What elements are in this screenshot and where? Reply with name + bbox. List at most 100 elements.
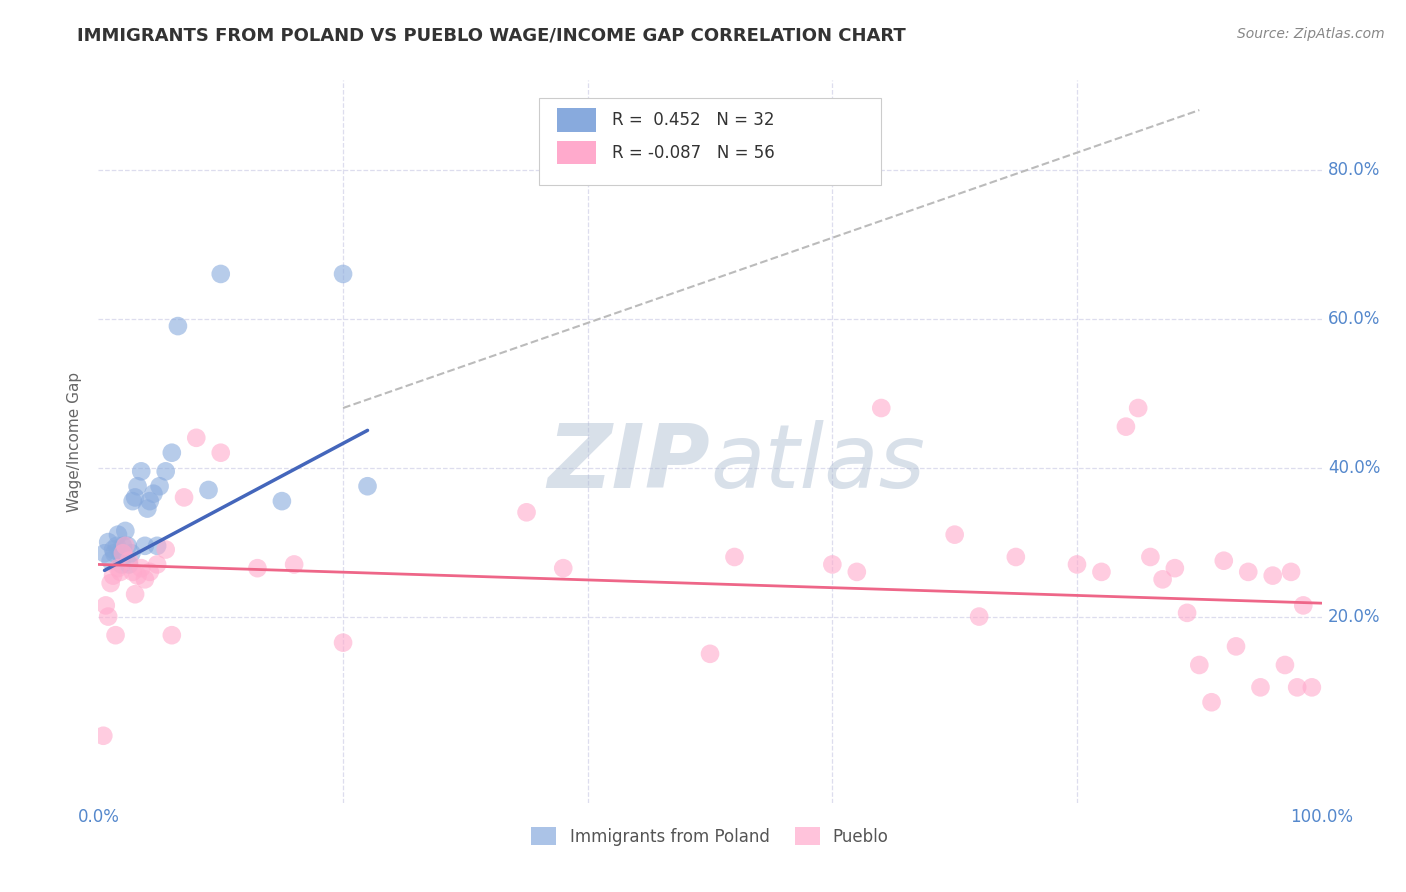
Point [553, 561, 575, 575]
Legend: Immigrants from Poland, Pueblo: Immigrants from Poland, Pueblo [524, 821, 896, 852]
Point [114, 539, 136, 553]
Point [117, 539, 139, 553]
Point [142, 486, 165, 500]
Point [139, 494, 162, 508]
Point [1066, 558, 1088, 572]
Point [209, 446, 232, 460]
Point [1292, 599, 1315, 613]
Point [515, 505, 537, 519]
Point [1286, 681, 1309, 695]
Point [97, 609, 120, 624]
Point [1139, 549, 1161, 564]
Point [118, 554, 141, 568]
Point [160, 628, 183, 642]
Point [146, 558, 169, 572]
Point [139, 565, 162, 579]
Point [1115, 419, 1137, 434]
Y-axis label: Wage/Income Gap: Wage/Income Gap [67, 371, 83, 512]
Point [1249, 681, 1271, 695]
Point [1090, 565, 1112, 579]
Point [1175, 606, 1198, 620]
Point [136, 501, 159, 516]
Point [101, 568, 124, 582]
Point [105, 539, 128, 553]
Text: Source: ZipAtlas.com: Source: ZipAtlas.com [1237, 27, 1385, 41]
Text: atlas: atlas [710, 420, 925, 507]
Bar [557, 109, 596, 132]
FancyBboxPatch shape [538, 98, 882, 185]
Point [967, 609, 990, 624]
Point [1188, 658, 1211, 673]
Point [111, 558, 134, 572]
Point [356, 479, 378, 493]
Point [101, 542, 124, 557]
Point [124, 491, 146, 505]
Point [173, 491, 195, 505]
Point [155, 542, 177, 557]
Point [120, 546, 142, 560]
Point [943, 527, 966, 541]
Point [121, 565, 143, 579]
Point [127, 479, 149, 493]
Point [1212, 554, 1234, 568]
Point [111, 539, 134, 553]
Point [110, 565, 132, 579]
Point [283, 558, 305, 572]
Point [1201, 695, 1223, 709]
Text: IMMIGRANTS FROM POLAND VS PUEBLO WAGE/INCOME GAP CORRELATION CHART: IMMIGRANTS FROM POLAND VS PUEBLO WAGE/IN… [77, 27, 905, 45]
Point [845, 565, 868, 579]
Point [146, 539, 169, 553]
Point [91, 729, 114, 743]
Point [1128, 401, 1150, 415]
Point [107, 527, 129, 541]
Point [94, 599, 117, 613]
Point [124, 587, 146, 601]
Point [114, 524, 136, 538]
Point [246, 561, 269, 575]
Text: R =  0.452   N = 32: R = 0.452 N = 32 [612, 111, 775, 129]
Point [1164, 561, 1187, 575]
Point [1279, 565, 1302, 579]
Point [1261, 568, 1284, 582]
Point [127, 568, 149, 582]
Point [134, 572, 156, 586]
Text: R = -0.087   N = 56: R = -0.087 N = 56 [612, 144, 775, 161]
Point [1301, 681, 1323, 695]
Point [1237, 565, 1260, 579]
Point [118, 558, 141, 572]
Point [107, 561, 129, 575]
Point [332, 635, 354, 649]
Point [93, 546, 115, 560]
Point [1225, 640, 1247, 654]
Point [186, 431, 208, 445]
Point [1274, 658, 1296, 673]
Point [100, 576, 122, 591]
Point [1004, 549, 1026, 564]
Point [134, 539, 156, 553]
Point [270, 494, 294, 508]
Point [870, 401, 893, 415]
Text: ZIP: ZIP [547, 420, 710, 507]
Point [111, 546, 134, 560]
Point [821, 558, 844, 572]
Point [723, 549, 745, 564]
Point [129, 464, 152, 478]
Point [103, 546, 125, 560]
Point [1152, 572, 1174, 586]
Point [332, 267, 354, 281]
Point [110, 546, 132, 560]
Bar [557, 141, 596, 164]
Point [100, 554, 122, 568]
Point [121, 494, 143, 508]
Text: 20.0%: 20.0% [1327, 607, 1381, 625]
Point [197, 483, 219, 497]
Point [167, 319, 190, 334]
Point [155, 464, 177, 478]
Text: 40.0%: 40.0% [1327, 458, 1381, 476]
Point [97, 535, 120, 549]
Point [160, 446, 183, 460]
Point [699, 647, 721, 661]
Point [209, 267, 232, 281]
Point [104, 628, 127, 642]
Text: 80.0%: 80.0% [1327, 161, 1381, 178]
